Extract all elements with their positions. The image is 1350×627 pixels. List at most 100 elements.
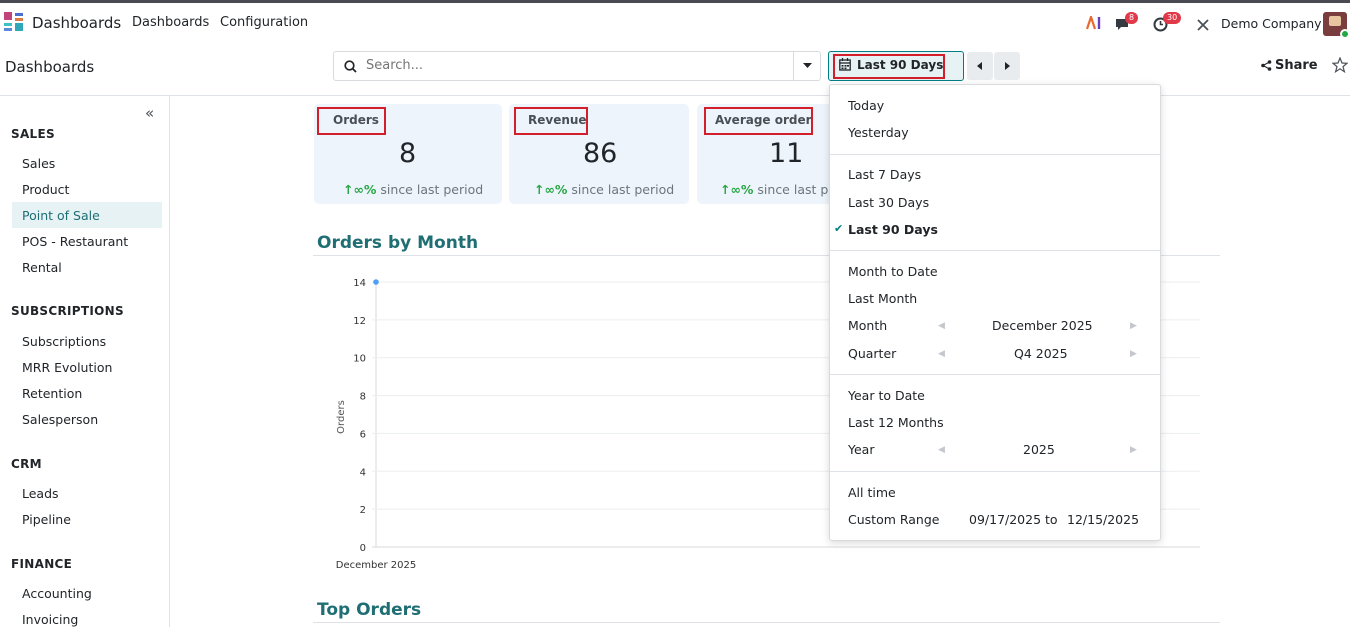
kpi-trend-value: ∞% — [353, 182, 377, 197]
period-dropdown-menu: Today Yesterday Last 7 Days Last 30 Days… — [829, 84, 1161, 541]
chart-y-ticks: 0 2 4 6 8 10 12 14 — [353, 278, 366, 554]
period-option-last-30-days[interactable]: Last 30 Days — [848, 195, 930, 210]
period-option-last-month[interactable]: Last Month — [848, 291, 918, 306]
kpi-trend-text: since last period — [571, 182, 675, 197]
search-input[interactable] — [366, 58, 786, 73]
period-option-today[interactable]: Today — [848, 98, 885, 113]
sidebar-item-rental[interactable]: Rental — [22, 260, 62, 275]
chart-y-axis-label: Orders — [336, 400, 347, 434]
dropdown-divider — [830, 154, 1160, 155]
online-status-dot — [1340, 29, 1350, 39]
sidebar-item-accounting[interactable]: Accounting — [22, 586, 92, 601]
custom-range-to-input[interactable]: 12/15/2025 — [1067, 512, 1140, 527]
check-icon: ✔ — [834, 222, 844, 235]
section-title-top-orders: Top Orders — [317, 600, 422, 620]
year-prev-caret-icon[interactable]: ◀ — [938, 445, 945, 455]
search-bar[interactable] — [333, 51, 821, 81]
chart-y-tick-label: 10 — [353, 354, 366, 365]
previous-period-button[interactable] — [967, 52, 993, 80]
activities-clock-icon[interactable] — [1153, 17, 1168, 32]
sidebar-item-sales[interactable]: Sales — [22, 156, 56, 171]
chart-x-ticks: December 2025 — [336, 560, 416, 571]
activities-badge: 30 — [1163, 12, 1182, 24]
messages-icon[interactable] — [1114, 17, 1131, 31]
share-button[interactable]: Share — [1275, 58, 1318, 73]
dropdown-divider — [830, 374, 1160, 375]
kpi-trend-average-order: ↑∞% since last pe — [720, 182, 828, 197]
sidebar-item-leads[interactable]: Leads — [22, 486, 59, 501]
year-value: 2025 — [1023, 442, 1055, 457]
ai-icon[interactable] — [1086, 16, 1102, 30]
sidebar-item-invoicing[interactable]: Invoicing — [22, 612, 79, 627]
search-icon — [344, 60, 357, 73]
kpi-card-average-order[interactable] — [697, 104, 832, 204]
sidebar-item-mrr-evolution[interactable]: MRR Evolution — [22, 360, 113, 375]
app-name[interactable]: Dashboards — [32, 14, 122, 32]
menu-configuration[interactable]: Configuration — [220, 15, 309, 30]
search-options-toggle[interactable] — [793, 52, 820, 80]
sidebar-item-retention[interactable]: Retention — [22, 386, 83, 401]
period-option-last-12-months[interactable]: Last 12 Months — [848, 415, 944, 430]
collapse-sidebar-icon[interactable]: « — [145, 104, 155, 122]
month-next-caret-icon[interactable]: ▶ — [1130, 321, 1137, 331]
sidebar-item-pipeline[interactable]: Pipeline — [22, 512, 71, 527]
kpi-title-highlight-average-order — [704, 107, 813, 135]
period-selector-button[interactable] — [828, 51, 964, 81]
top-border — [0, 0, 1350, 3]
dropdown-divider — [830, 250, 1160, 251]
period-option-last-90-days[interactable]: Last 90 Days — [848, 222, 938, 237]
chart-y-tick-label: 8 — [360, 392, 366, 403]
kpi-title-orders: Orders — [333, 113, 379, 127]
kpi-trend-text: since last period — [380, 182, 484, 197]
kpi-trend-value: ∞% — [730, 182, 754, 197]
custom-range-from-input[interactable]: 09/17/2025 — [969, 512, 1042, 527]
period-option-month-to-date[interactable]: Month to Date — [848, 264, 938, 279]
company-switcher[interactable]: Demo Company — [1221, 16, 1322, 31]
dashboards-app-icon[interactable] — [4, 12, 24, 32]
quarter-next-caret-icon[interactable]: ▶ — [1130, 349, 1137, 359]
sidebar-item-salesperson[interactable]: Salesperson — [22, 412, 99, 427]
caret-left-icon — [977, 62, 982, 70]
chart-y-tick-label: 6 — [360, 429, 366, 440]
chart-x-tick-label: December 2025 — [336, 560, 416, 571]
kpi-card-orders[interactable] — [314, 104, 502, 204]
next-period-button[interactable] — [994, 52, 1020, 80]
kpi-trend-value: ∞% — [544, 182, 568, 197]
favorite-star-icon[interactable] — [1332, 57, 1348, 73]
period-option-all-time[interactable]: All time — [848, 485, 896, 500]
period-option-year-to-date[interactable]: Year to Date — [848, 388, 925, 403]
section-title-orders-by-month: Orders by Month — [317, 233, 479, 253]
year-next-caret-icon[interactable]: ▶ — [1130, 445, 1137, 455]
avatar-face — [1329, 16, 1341, 26]
sidebar-item-pos-restaurant[interactable]: POS - Restaurant — [22, 234, 129, 249]
section-divider — [313, 255, 1220, 256]
period-option-last-7-days[interactable]: Last 7 Days — [848, 167, 922, 182]
kpi-title-revenue: Revenue — [528, 113, 587, 127]
quarter-prev-caret-icon[interactable]: ◀ — [938, 349, 945, 359]
period-option-yesterday[interactable]: Yesterday — [848, 125, 909, 140]
period-option-quarter[interactable]: Quarter — [848, 346, 897, 361]
sidebar-group-finance: FINANCE — [11, 557, 73, 571]
sidebar-item-product[interactable]: Product — [22, 182, 70, 197]
sidebar-group-sales: SALES — [11, 127, 55, 141]
chart-y-tick-label: 0 — [360, 543, 366, 554]
kpi-trend-text: since last pe — [757, 182, 828, 197]
trend-up-icon: ↑ — [534, 182, 545, 197]
sidebar-item-subscriptions[interactable]: Subscriptions — [22, 334, 107, 349]
kpi-value-revenue: 86 — [583, 138, 618, 169]
kpi-trend-orders: ↑∞% since last period — [343, 182, 483, 197]
month-prev-caret-icon[interactable]: ◀ — [938, 321, 945, 331]
kpi-value-orders: 8 — [399, 138, 417, 169]
kpi-value-average-order: 11 — [769, 138, 804, 169]
menu-dashboards[interactable]: Dashboards — [132, 15, 210, 30]
sidebar-item-label: Point of Sale — [22, 208, 100, 223]
period-option-year[interactable]: Year — [848, 442, 875, 457]
user-avatar[interactable] — [1323, 12, 1350, 39]
period-option-custom-range[interactable]: Custom Range — [848, 512, 940, 527]
tools-icon[interactable] — [1196, 18, 1210, 32]
sidebar-item-point-of-sale[interactable]: Point of Sale — [12, 202, 162, 228]
kpi-card-revenue[interactable] — [509, 104, 689, 204]
dropdown-divider — [830, 471, 1160, 472]
messages-badge: 8 — [1125, 12, 1139, 24]
period-option-month[interactable]: Month — [848, 318, 888, 333]
